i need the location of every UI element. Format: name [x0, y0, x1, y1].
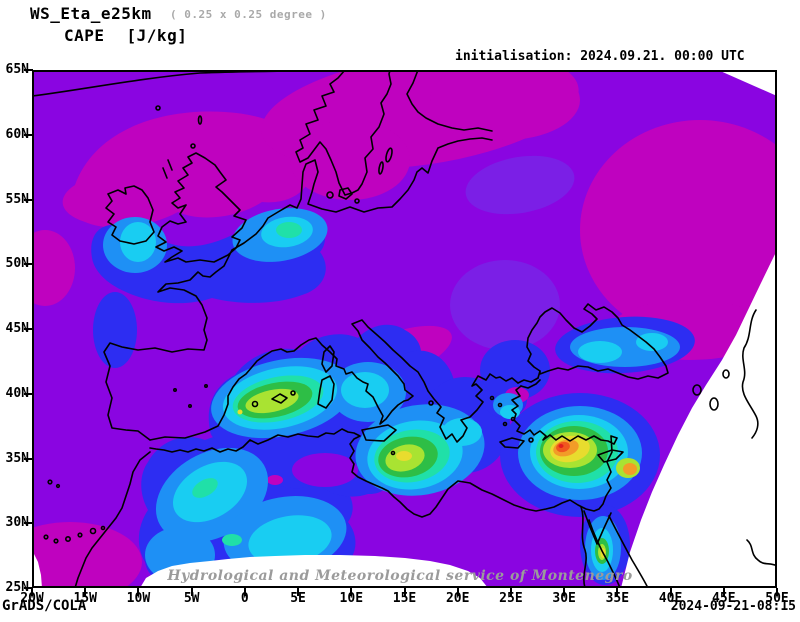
coastlines	[32, 70, 777, 588]
variable-line: CAPE [J/kg]	[64, 26, 187, 45]
grads-credit: GrADS/COLA	[2, 598, 87, 614]
model-resolution: ( 0.25 x 0.25 degree )	[170, 8, 327, 21]
model-title: WS_Eta_e25km	[30, 4, 152, 23]
domain-mask	[32, 70, 777, 588]
init-line: initialisation: 2024.09.21. 00:00 UTC	[455, 46, 745, 67]
init-label: initialisation:	[455, 49, 573, 64]
watermark: Hydrological and Meteorological service …	[167, 568, 633, 584]
creation-timestamp: 2024-09-21-08:15	[670, 599, 796, 614]
variable-name: CAPE	[64, 26, 105, 45]
variable-units: [J/kg]	[126, 26, 188, 45]
map-border	[32, 70, 777, 588]
init-value: 2024.09.21. 00:00 UTC	[580, 49, 745, 64]
